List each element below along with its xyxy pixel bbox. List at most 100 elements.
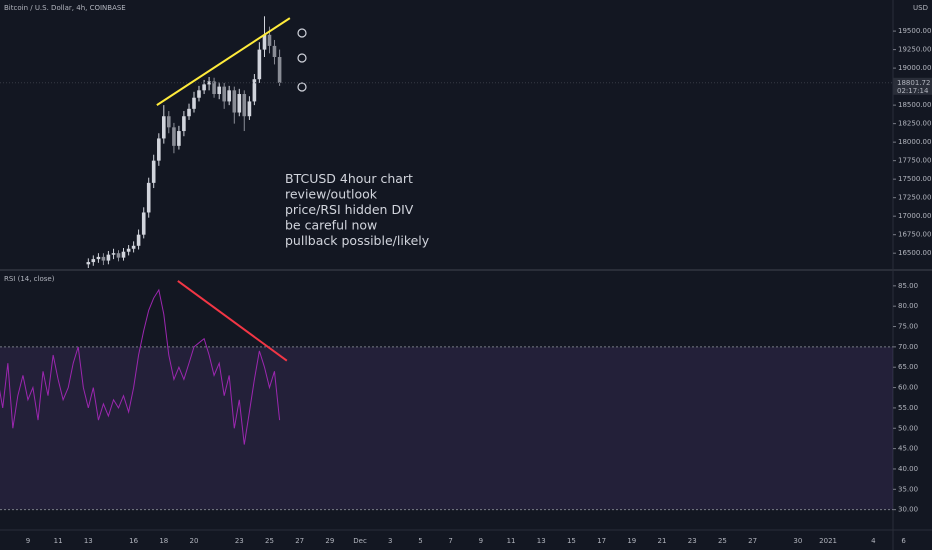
annotation-line: review/outlook	[285, 187, 378, 202]
x-tick-label: 19	[627, 537, 636, 545]
y-tick-label: 80.00	[898, 302, 918, 310]
candle-body	[116, 253, 121, 258]
y-tick-label: 18000.00	[898, 138, 931, 146]
annotation-line: be careful now	[285, 218, 377, 233]
x-tick-label: 20	[190, 537, 199, 545]
x-tick-label: 21	[658, 537, 667, 545]
candle-body	[192, 97, 196, 109]
y-tick-label: 30.00	[898, 506, 918, 514]
candle-body	[277, 57, 282, 83]
candle-body	[146, 182, 151, 213]
candle-body	[136, 234, 141, 246]
annotation: BTCUSD 4hour chartreview/outlookprice/RS…	[285, 171, 430, 248]
candle-body	[86, 262, 91, 265]
x-tick-label: 6	[901, 537, 906, 545]
y-tick-label: 17750.00	[898, 157, 931, 165]
candle-body	[272, 45, 277, 58]
candle-body	[252, 79, 257, 102]
y-tick-label: 60.00	[898, 384, 918, 392]
x-tick-label: 11	[54, 537, 63, 545]
y-tick-label: 17250.00	[898, 194, 931, 202]
candle-body	[197, 90, 201, 98]
pane	[86, 16, 282, 268]
candle-body	[157, 138, 161, 161]
y-tick-label: 85.00	[898, 282, 918, 290]
y-tick-label: 40.00	[898, 465, 918, 473]
x-tick-label: 2021	[819, 537, 837, 545]
candle-body	[96, 256, 101, 260]
y-tick-label: 18500.00	[898, 101, 931, 109]
y-tick-label: 35.00	[898, 485, 918, 493]
candle-body	[172, 127, 176, 146]
x-tick-label: 11	[507, 537, 516, 545]
y-tick-label: 70.00	[898, 343, 918, 351]
candle-body	[222, 86, 226, 102]
candle-body	[106, 254, 111, 261]
y-tick-label: 55.00	[898, 404, 918, 412]
y-tick-label: 18250.00	[898, 120, 931, 128]
x-tick-label: 4	[871, 537, 876, 545]
last-price-label: 18801.72	[897, 79, 930, 87]
candle-body	[217, 86, 222, 95]
annotation-line: BTCUSD 4hour chart	[285, 171, 413, 186]
y-tick-label: 75.00	[898, 323, 918, 331]
y-tick-label: 45.00	[898, 445, 918, 453]
candle-body	[247, 101, 252, 117]
candle-body	[232, 90, 237, 113]
candle-body	[227, 90, 231, 102]
annotation-line: price/RSI hidden DIV	[285, 202, 414, 217]
rsi-title: RSI (14, close)	[4, 275, 55, 283]
candle-body	[262, 34, 267, 50]
symbol-title: Bitcoin / U.S. Dollar, 4h, COINBASE	[4, 4, 126, 12]
x-tick-label: 13	[84, 537, 93, 545]
x-tick-label: 25	[265, 537, 274, 545]
y-tick-label: 19250.00	[898, 46, 931, 54]
x-tick-label: 23	[235, 537, 244, 545]
candle-body	[151, 160, 156, 183]
x-tick-label: 9	[26, 537, 30, 545]
x-tick-label: 15	[567, 537, 576, 545]
annotation-line: pullback possible/likely	[285, 233, 430, 248]
y-tick-label: 65.00	[898, 363, 918, 371]
y-tick-label: 17500.00	[898, 175, 931, 183]
x-tick-label: 16	[129, 537, 138, 545]
candle-body	[257, 49, 262, 80]
x-tick-label: 18	[159, 537, 168, 545]
candle-body	[182, 116, 186, 132]
candle-body	[131, 245, 136, 249]
y-tick-label: 19000.00	[898, 64, 931, 72]
candle-body	[177, 131, 181, 146]
candle-body	[126, 248, 131, 252]
x-tick-label: 27	[295, 537, 304, 545]
candle-body	[237, 94, 242, 113]
y-tick-label: 16500.00	[898, 249, 931, 257]
x-tick-label: 3	[388, 537, 392, 545]
candle-body	[202, 84, 206, 91]
currency: USD	[913, 4, 928, 12]
x-tick-label: 17	[597, 537, 606, 545]
x-tick-label: 9	[479, 537, 483, 545]
candle-body	[111, 253, 116, 255]
rsi-line	[0, 288, 281, 445]
x-tick-label: 29	[325, 537, 334, 545]
candle-body	[242, 94, 247, 117]
candle-body	[91, 259, 96, 263]
candle-body	[267, 34, 272, 46]
candle-body	[212, 81, 216, 95]
last-price-box	[893, 77, 932, 95]
x-tick-label: 25	[718, 537, 727, 545]
x-tick-label: 27	[748, 537, 757, 545]
y-tick-label: 16750.00	[898, 231, 931, 239]
candle-body	[141, 212, 146, 235]
trendline	[156, 17, 291, 106]
x-tick-label: 30	[793, 537, 802, 545]
x-tick-label: 5	[418, 537, 422, 545]
rsi-band	[0, 346, 893, 510]
candle-body	[162, 116, 166, 139]
y-tick-label: 50.00	[898, 424, 918, 432]
candle-body	[207, 81, 211, 85]
x-tick-label: 7	[448, 537, 452, 545]
y-tick-label: 17000.00	[898, 212, 931, 220]
